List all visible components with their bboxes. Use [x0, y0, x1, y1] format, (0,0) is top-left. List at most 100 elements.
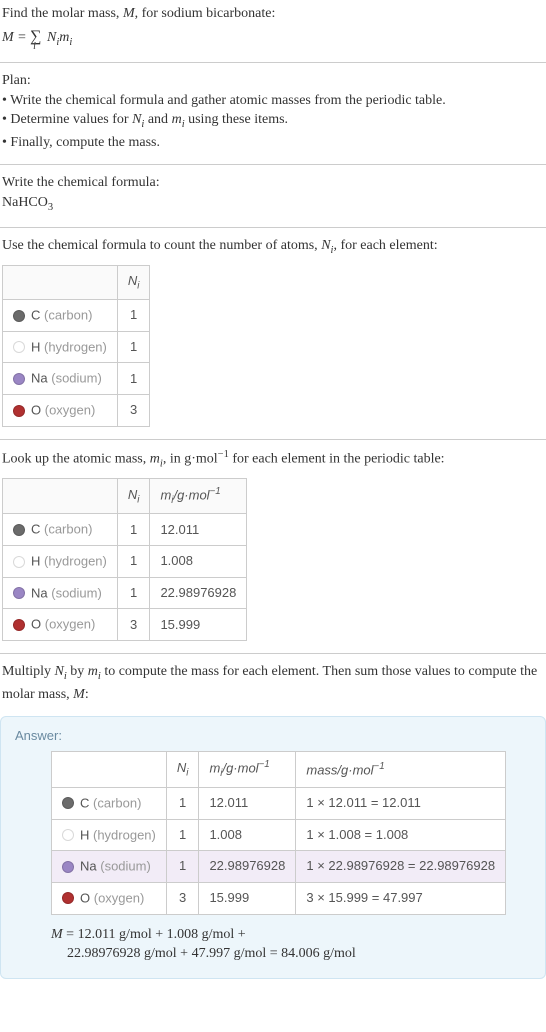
table-header-row: Ni mi/g·mol−1 mass/g·mol−1 [52, 752, 506, 788]
multiply-section: Multiply Ni by mi to compute the mass fo… [0, 658, 546, 712]
n-cell: 3 [117, 609, 150, 641]
eq-eq: = [14, 30, 30, 45]
element-cell: Na (sodium) [3, 363, 118, 395]
mass-calc-cell: 1 × 1.008 = 1.008 [296, 819, 506, 851]
sigma-sub: i [33, 40, 36, 54]
hdr-text: mass/g·mol [306, 762, 373, 777]
element-dot-icon [62, 861, 74, 873]
element-name: (sodium) [48, 371, 102, 386]
element-cell: H (hydrogen) [3, 331, 118, 363]
mass-table: Ni mi/g·mol−1 C (carbon)112.011H (hydrog… [2, 478, 247, 641]
hdr-sup: −1 [210, 486, 221, 497]
plan-bullet: • Finally, compute the mass. [2, 133, 544, 153]
mult-text: Multiply [2, 664, 55, 679]
m-cell: 15.999 [199, 882, 296, 914]
n-cell: 1 [166, 819, 199, 851]
element-dot-icon [62, 797, 74, 809]
plan-var: m [172, 112, 182, 127]
element-name: (oxygen) [41, 617, 95, 632]
table-row: C (carbon)112.011 [3, 514, 247, 546]
n-cell: 1 [166, 787, 199, 819]
element-cell: C (carbon) [52, 787, 167, 819]
n-cell: 1 [117, 577, 150, 609]
table-header-row: Ni [3, 265, 150, 299]
chem-formula: NaHCO3 [2, 193, 544, 215]
intro-var-m: M [123, 6, 135, 21]
table-row: H (hydrogen) 11.0081 × 1.008 = 1.008 [52, 819, 506, 851]
table-header: Ni [117, 265, 150, 299]
answer-table: Ni mi/g·mol−1 mass/g·mol−1 C (carbon)112… [51, 751, 506, 914]
element-name: (sodium) [97, 859, 151, 874]
element-name: (hydrogen) [89, 827, 155, 842]
m-cell: 1.008 [150, 546, 247, 578]
element-dot-icon [13, 341, 25, 353]
element-symbol: H [31, 554, 40, 569]
hdr-text: N [128, 487, 137, 502]
hdr-text: N [128, 273, 137, 288]
plan-text: using these items. [185, 112, 288, 127]
element-symbol: O [31, 617, 41, 632]
divider [0, 62, 546, 63]
element-cell: O (oxygen) [3, 609, 118, 641]
mult-var: N [55, 664, 64, 679]
eq-text: 22.98976928 g/mol + 47.997 g/mol = 84.00… [67, 946, 356, 961]
element-dot-icon [13, 405, 25, 417]
mass-section: Look up the atomic mass, mi, in g·mol−1 … [0, 444, 546, 649]
eq-m-sub: i [69, 36, 72, 47]
divider [0, 227, 546, 228]
plan-section: Plan: • Write the chemical formula and g… [0, 67, 546, 160]
mass-var: m [150, 451, 160, 466]
element-symbol: C [31, 522, 40, 537]
hdr-text: /g·mol [222, 761, 258, 776]
element-cell: O (oxygen) [52, 882, 167, 914]
answer-box: Answer: Ni mi/g·mol−1 mass/g·mol−1 C (ca… [0, 716, 546, 979]
element-name: (oxygen) [41, 403, 95, 418]
hdr-sup: −1 [259, 759, 270, 770]
table-header: Ni [117, 478, 150, 514]
mult-var: m [88, 664, 98, 679]
hdr-sup: −1 [374, 761, 385, 772]
mass-title: Look up the atomic mass, mi, in g·mol−1 … [2, 448, 544, 472]
table-header [3, 265, 118, 299]
mass-calc-cell: 3 × 15.999 = 47.997 [296, 882, 506, 914]
count-table: Ni C (carbon)1H (hydrogen)1Na (sodium)1O… [2, 265, 150, 427]
eq-var: M [51, 927, 63, 942]
n-cell: 1 [117, 546, 150, 578]
m-cell: 12.011 [150, 514, 247, 546]
table-header: mi/g·mol−1 [199, 752, 296, 788]
table-header-row: Ni mi/g·mol−1 [3, 478, 247, 514]
plan-bullet: • Write the chemical formula and gather … [2, 91, 544, 111]
n-cell: 1 [166, 851, 199, 883]
mass-calc-cell: 1 × 12.011 = 12.011 [296, 787, 506, 819]
element-cell: O (oxygen) [3, 395, 118, 427]
element-name: (oxygen) [90, 890, 144, 905]
answer-label: Answer: [15, 727, 531, 745]
count-text: , for each element: [333, 238, 437, 253]
element-cell: H (hydrogen) [3, 546, 118, 578]
element-symbol: H [80, 827, 89, 842]
plan-text: • Determine values for [2, 112, 132, 127]
m-cell: 1.008 [199, 819, 296, 851]
intro-line: Find the molar mass, M, for sodium bicar… [2, 4, 544, 24]
table-row: O (oxygen)315.999 [3, 609, 247, 641]
m-cell: 22.98976928 [150, 577, 247, 609]
divider [0, 653, 546, 654]
divider [0, 439, 546, 440]
count-text: Use the chemical formula to count the nu… [2, 238, 321, 253]
m-cell: 15.999 [150, 609, 247, 641]
n-cell: 1 [117, 331, 150, 363]
element-cell: Na (sodium) [52, 851, 167, 883]
m-cell: 22.98976928 [199, 851, 296, 883]
count-title: Use the chemical formula to count the nu… [2, 236, 544, 258]
table-header [52, 752, 167, 788]
element-dot-icon [62, 829, 74, 841]
table-row: O (oxygen)3 [3, 395, 150, 427]
answer-equation: M = 12.011 g/mol + 1.008 g/mol + 22.9897… [51, 925, 531, 964]
element-name: (carbon) [40, 308, 92, 323]
hdr-sub: i [137, 494, 139, 505]
mass-text: , in g·mol [163, 451, 218, 466]
table-row: Na (sodium)122.98976928 [3, 577, 247, 609]
mass-text: Look up the atomic mass, [2, 451, 150, 466]
table-row: O (oxygen)315.9993 × 15.999 = 47.997 [52, 882, 506, 914]
mult-text: by [67, 664, 88, 679]
